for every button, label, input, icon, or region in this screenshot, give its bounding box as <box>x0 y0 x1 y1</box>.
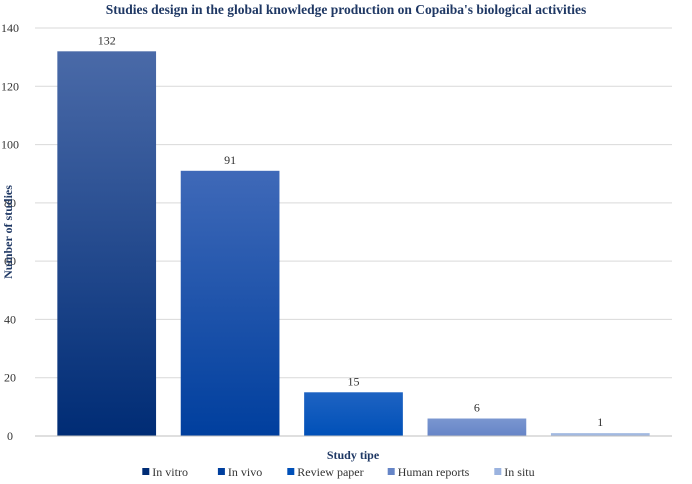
legend-label-human-reports: Human reports <box>398 465 470 479</box>
data-label-in-vitro: 132 <box>98 33 116 47</box>
legend-label-in-situ: In situ <box>504 465 534 479</box>
y-tick-100: 100 <box>1 138 19 152</box>
y-tick-0: 0 <box>7 429 13 443</box>
bar-review-paper <box>304 392 403 436</box>
bar-human-reports <box>427 418 527 436</box>
legend: In vitro In vivo Review paper Human reports… <box>142 465 535 479</box>
bar-in-situ <box>550 433 650 436</box>
y-tick-labels: 0 20 40 60 80 100 120 140 <box>1 21 19 443</box>
legend-swatch-in-situ <box>494 468 502 475</box>
y-tick-120: 120 <box>1 79 19 93</box>
y-tick-40: 40 <box>4 312 16 326</box>
legend-label-review-paper: Review paper <box>297 465 363 479</box>
y-tick-80: 80 <box>4 196 16 210</box>
y-axis-label: Number of studies <box>1 185 15 279</box>
bar-in-vitro <box>57 51 157 437</box>
data-label-in-vivo: 91 <box>224 153 236 167</box>
legend-label-in-vitro: In vitro <box>152 465 188 479</box>
data-labels: 132 91 15 6 1 <box>98 33 604 429</box>
legend-swatch-human-reports <box>387 468 395 475</box>
y-tick-60: 60 <box>4 254 16 268</box>
y-tick-140: 140 <box>1 21 19 35</box>
data-label-human-reports: 6 <box>474 401 480 415</box>
chart-title: Studies design in the global knowledge p… <box>106 2 587 17</box>
x-axis-label: Study tipe <box>327 448 380 462</box>
legend-swatch-in-vivo <box>217 468 225 475</box>
legend-swatch-in-vitro <box>142 468 150 475</box>
bars <box>57 51 650 437</box>
y-tick-20: 20 <box>4 371 16 385</box>
bar-in-vivo <box>180 170 280 437</box>
data-label-in-situ: 1 <box>597 415 603 429</box>
data-label-review-paper: 15 <box>348 374 360 388</box>
legend-label-in-vivo: In vivo <box>228 465 262 479</box>
legend-swatch-review-paper <box>287 468 295 475</box>
